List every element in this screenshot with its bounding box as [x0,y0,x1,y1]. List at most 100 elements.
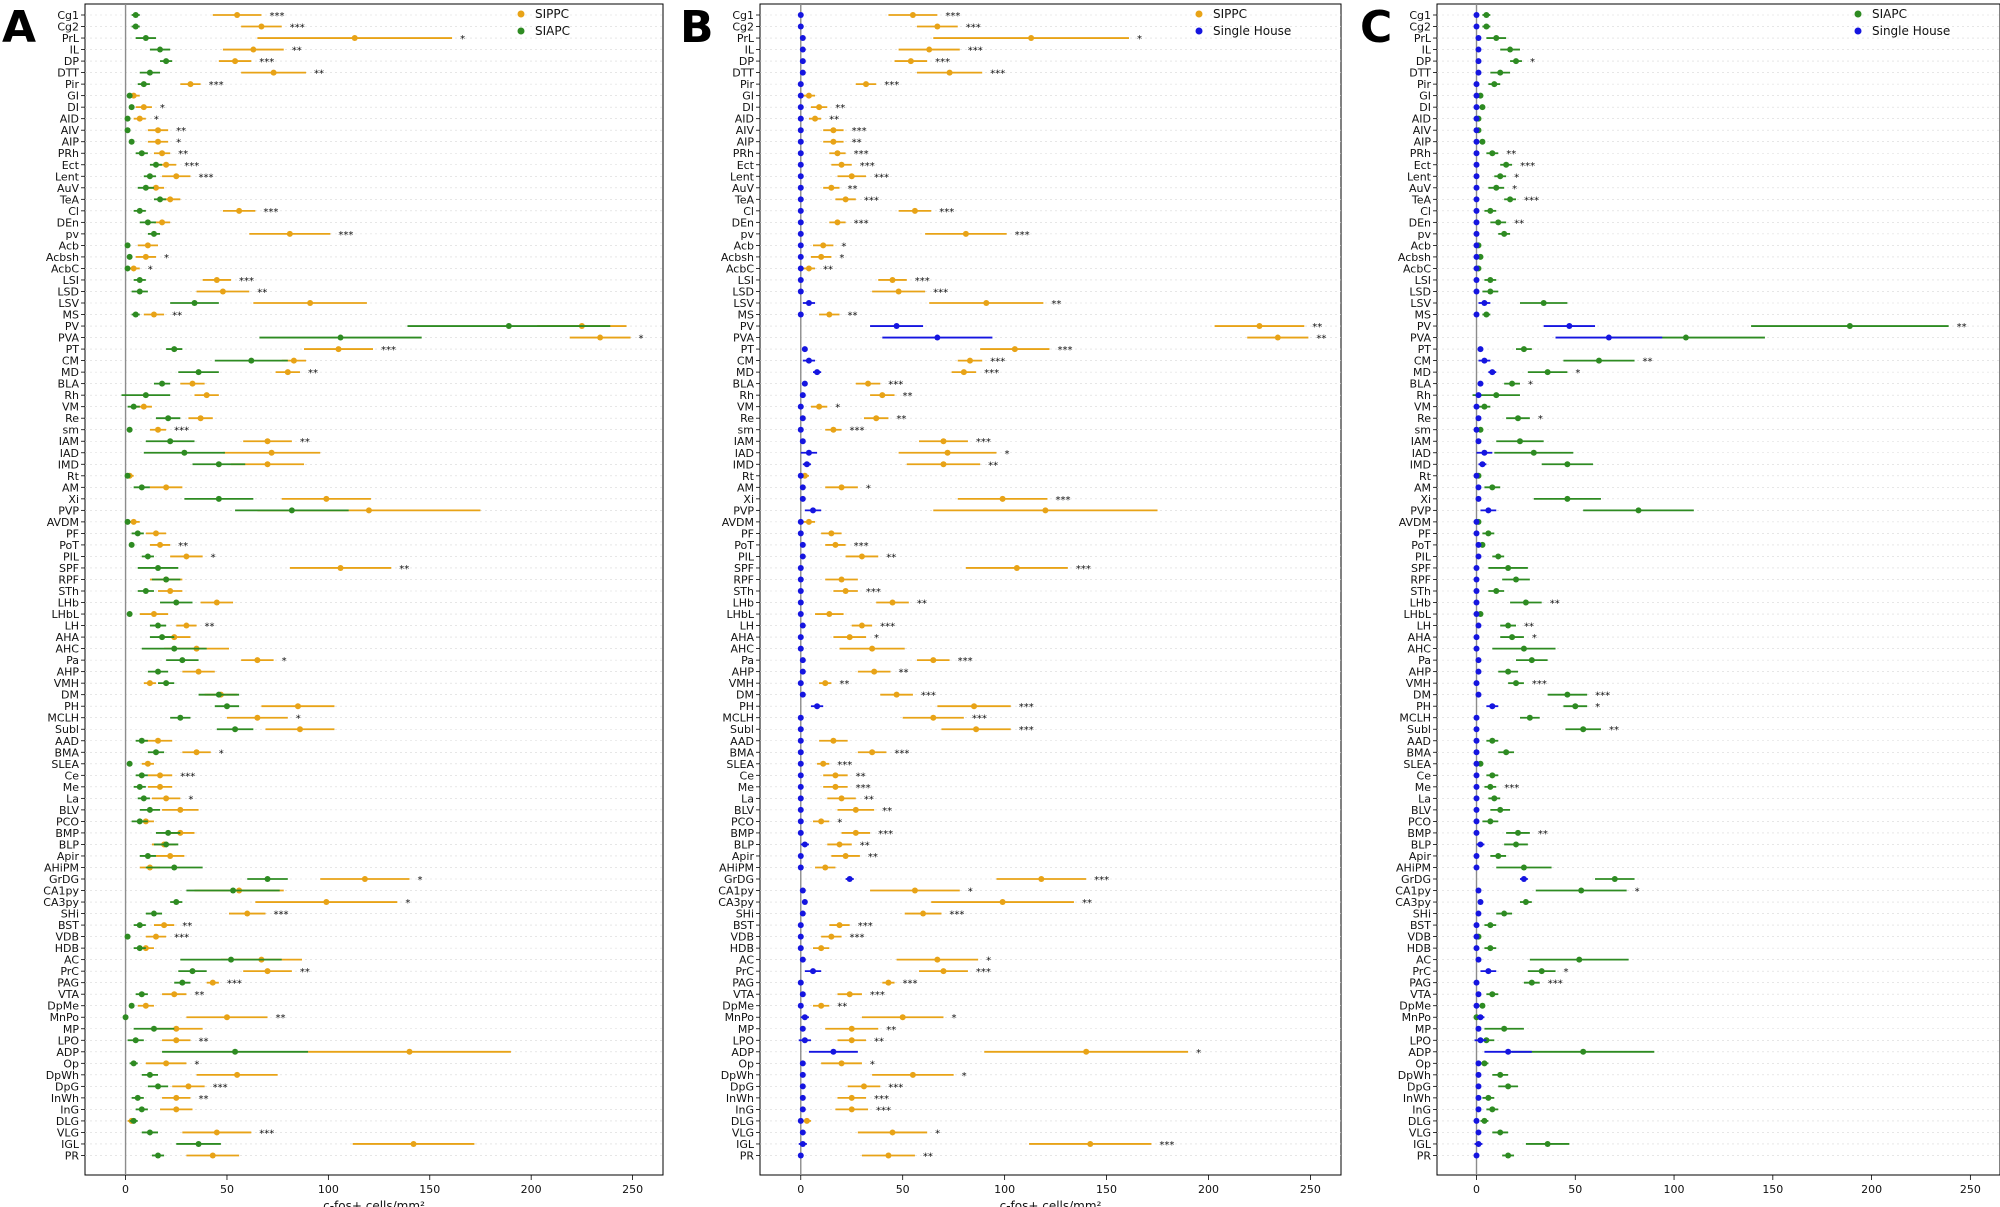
data-point [1611,876,1618,882]
data-point [1473,184,1480,191]
y-tick-label: Me [1415,781,1431,794]
y-tick-label: AHiPM [1396,861,1431,874]
y-tick-label: Lent [730,170,755,183]
significance-label: * [935,1128,940,1139]
data-point [820,760,827,767]
significance-label: *** [259,1128,274,1139]
data-point [885,1152,892,1159]
y-tick-label: Pa [66,654,79,667]
y-tick-label: DpMe [47,1000,79,1013]
x-tick-label: 200 [1861,1183,1882,1196]
significance-label: * [176,138,181,149]
data-point [1520,876,1527,882]
data-point [323,495,330,502]
y-tick-label: Cg2 [732,21,754,34]
y-tick-label: VDB [1407,931,1431,944]
legend-marker [1854,27,1862,35]
data-point [1491,81,1498,88]
data-point [1489,484,1496,491]
data-point [264,461,271,468]
y-tick-label: Cl [743,205,754,218]
data-point [1477,346,1484,353]
data-point [124,242,131,249]
y-tick-label: BST [733,919,754,932]
data-point [838,1060,845,1067]
data-point [159,634,166,641]
y-tick-label: AID [735,113,754,126]
data-point [163,1060,170,1067]
data-point [822,864,829,871]
data-point [869,749,876,756]
data-point [232,1048,239,1055]
panel-b-chart: Cg1Cg2PrLILDPDTTPirGIDIAIDAIVAIPPRhEctLe… [718,3,1342,1207]
significance-label: ** [176,126,186,137]
data-point [597,334,604,341]
data-point [1514,829,1521,836]
data-point [934,23,941,30]
data-point [146,1071,153,1078]
y-tick-label: AuV [1409,182,1431,195]
data-point [812,115,819,122]
y-tick-label: AM [1414,481,1431,494]
y-tick-label: PrL [737,32,755,45]
data-point [1473,426,1480,433]
y-tick-label: SHi [61,908,79,921]
data-point [960,369,967,376]
data-point [1485,530,1492,537]
significance-label: * [835,403,840,414]
data-point [1846,323,1853,330]
data-point [848,1037,855,1044]
data-point [860,1083,867,1090]
significance-label: ** [835,103,845,114]
data-point [805,357,812,364]
data-point [1473,795,1480,802]
significance-label: ** [1051,299,1061,310]
data-point [1507,196,1514,203]
x-tick-label: 150 [1096,1183,1117,1196]
legend-marker [1854,10,1862,18]
significance-label: *** [874,172,889,183]
y-tick-label: Cg1 [732,9,754,22]
data-point [165,415,172,422]
data-point [1473,311,1480,318]
significance-label: ** [205,622,215,633]
data-point [197,415,204,422]
y-tick-label: IMD [733,458,754,471]
y-tick-label: AuV [57,182,79,195]
data-point [144,553,151,560]
data-point [1485,968,1492,975]
y-tick-label: MP [738,1023,754,1036]
data-point [155,668,162,675]
y-tick-label: Xi [1420,493,1431,506]
data-point [1489,737,1496,744]
y-tick-label: VLG [1409,1126,1431,1139]
panel-letter-c: C [1360,2,1392,53]
data-point [215,691,222,698]
y-tick-label: InG [1412,1103,1431,1116]
data-point [150,611,157,618]
significance-label: *** [903,979,918,990]
data-point [155,622,162,629]
data-point [1013,564,1020,571]
data-point [871,668,878,675]
y-tick-label: GrDG [724,873,754,886]
data-point [1473,230,1480,237]
data-point [1473,852,1480,859]
data-point [193,749,200,756]
y-tick-label: VMH [729,677,754,690]
y-tick-label: AIP [737,136,755,149]
data-point [254,714,261,721]
y-tick-label: PRh [1410,147,1431,160]
significance-label: * [1196,1048,1201,1059]
legend-marker [1195,10,1203,18]
y-tick-label: LSD [732,285,754,298]
significance-label: ** [194,990,204,1001]
significance-label: ** [823,264,833,275]
data-point [1522,599,1529,606]
y-tick-label: ADP [56,1046,79,1059]
data-point [1475,887,1482,894]
data-point [1487,818,1494,825]
data-point [893,323,900,330]
data-point [934,334,941,341]
